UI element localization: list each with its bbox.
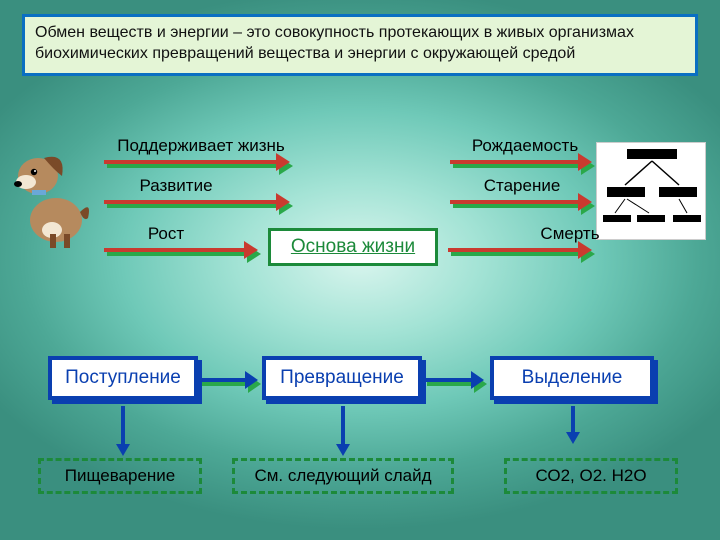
- dashed-next-slide: См. следующий слайд: [232, 458, 454, 494]
- dashed-digestion: Пищеварение: [38, 458, 202, 494]
- dashed-output-text: СО2, О2. Н2О: [535, 466, 646, 486]
- dashed-output: СО2, О2. Н2О: [504, 458, 678, 494]
- stage-intake: Поступление: [48, 356, 198, 400]
- label-growth: Рост: [116, 224, 216, 244]
- label-supports-life: Поддерживает жизнь: [106, 136, 296, 156]
- stage-excretion-text: Выделение: [522, 367, 623, 389]
- stage-transformation-text: Превращение: [280, 367, 404, 389]
- definition-box: Обмен веществ и энергии – это совокупнос…: [22, 14, 698, 76]
- label-death: Смерть: [520, 224, 620, 244]
- definition-text: Обмен веществ и энергии – это совокупнос…: [35, 24, 634, 62]
- arrow-down-1: [116, 406, 130, 456]
- stage-intake-text: Поступление: [65, 367, 181, 389]
- center-basis-of-life: Основа жизни: [268, 228, 438, 266]
- label-aging: Старение: [462, 176, 582, 196]
- dashed-digestion-text: Пищеварение: [65, 466, 176, 486]
- arrow-down-3: [566, 406, 580, 444]
- dashed-next-text: См. следующий слайд: [254, 466, 431, 486]
- dog-illustration: [6, 130, 94, 250]
- label-development: Развитие: [116, 176, 236, 196]
- arrow-down-2: [336, 406, 350, 456]
- center-text: Основа жизни: [291, 236, 415, 258]
- stage-transformation: Превращение: [262, 356, 422, 400]
- stage-excretion: Выделение: [490, 356, 654, 400]
